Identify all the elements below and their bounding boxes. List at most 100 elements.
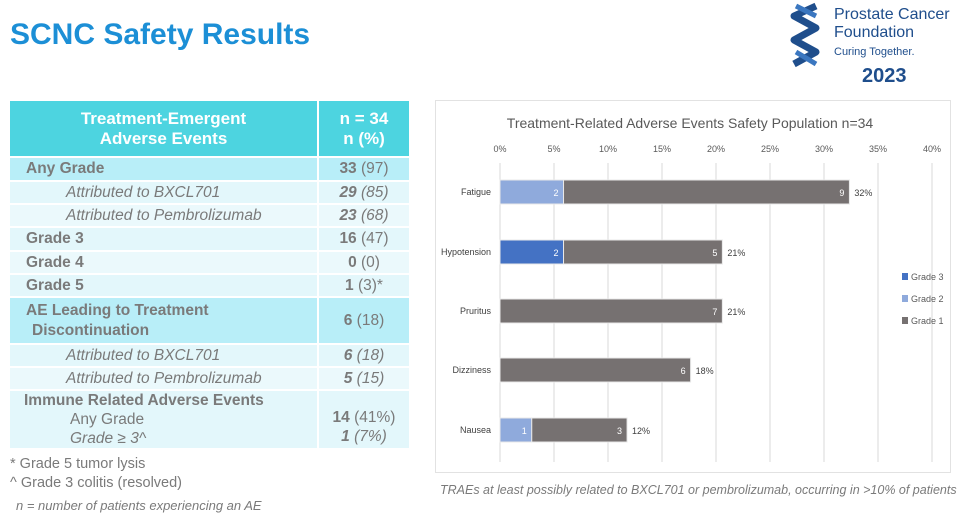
x-tick-label: 40% — [923, 144, 941, 154]
bar-segment-grade-1 — [563, 179, 850, 205]
total-percent-label: 21% — [727, 248, 745, 258]
table-header: Treatment-Emergent Adverse Events n = 34 n… — [10, 101, 409, 158]
total-percent-label: 32% — [854, 188, 872, 198]
row-pct: (47) — [356, 230, 389, 247]
sub-label-grade3: Grade ≥ 3^ — [70, 430, 147, 447]
pcf-logo: Prostate Cancer Foundation Curing Togeth… — [786, 2, 966, 92]
row-label: Immune Related Adverse Events — [24, 392, 264, 409]
bar-count-label: 7 — [712, 307, 717, 317]
bar-segment-grade-2 — [499, 417, 533, 443]
category-label: Nausea — [460, 425, 491, 435]
row-label: Grade 3 — [10, 228, 319, 250]
row-label-line2: Discontinuation — [32, 321, 150, 339]
legend-label: Grade 1 — [911, 316, 944, 326]
row-label: Attributed to Pembrolizumab — [10, 368, 319, 389]
bar-count-label: 9 — [839, 188, 844, 198]
row-pct: (0) — [356, 253, 380, 271]
row-pct: (97) — [356, 160, 389, 177]
table-row: Attributed to BXCL701 6 (18) — [10, 345, 409, 368]
row-n: 33 — [339, 160, 357, 177]
table-row: Grade 3 16 (47) — [10, 228, 409, 252]
row-n: 6 — [343, 311, 353, 329]
row-label: Attributed to Pembrolizumab — [10, 205, 319, 226]
logo-line1: Prostate Cancer — [834, 6, 950, 23]
total-percent-label: 21% — [727, 307, 745, 317]
legend-swatch — [902, 273, 908, 280]
row-n: 14 — [332, 409, 350, 426]
chart-caption: TRAEs at least possibly related to BXCL7… — [440, 483, 957, 497]
total-percent-label: 12% — [632, 426, 650, 436]
x-tick-label: 0% — [493, 144, 506, 154]
x-tick-label: 30% — [815, 144, 833, 154]
footnote-tumor-lysis: * Grade 5 tumor lysis — [10, 456, 146, 472]
row-pct: (18) — [352, 346, 385, 364]
row-pct: (41%) — [349, 409, 396, 426]
x-tick-label: 10% — [599, 144, 617, 154]
table-row: Attributed to BXCL701 29 (85) — [10, 182, 409, 205]
table-row: Grade 4 0 (0) — [10, 252, 409, 275]
row-n: 0 — [348, 253, 357, 271]
bar-count-label: 1 — [522, 426, 527, 436]
row-pct: (7%) — [349, 428, 387, 445]
table-row: Immune Related Adverse Events Any Grade … — [10, 391, 409, 450]
x-tick-label: 25% — [761, 144, 779, 154]
legend-swatch — [902, 317, 908, 324]
footnote-colitis: ^ Grade 3 colitis (resolved) — [10, 475, 183, 491]
header-col1-line2: Adverse Events — [99, 128, 228, 148]
table-row: Attributed to Pembrolizumab 23 (68) — [10, 205, 409, 228]
footnote-n-definition: n = number of patients experiencing an A… — [16, 498, 262, 513]
row-pct: (18) — [352, 311, 385, 329]
row-n: 16 — [339, 230, 357, 247]
table-row: AE Leading to Treatment Discontinuation 6… — [10, 298, 409, 345]
total-percent-label: 18% — [696, 366, 714, 376]
chart-title: Treatment-Related Adverse Events Safety … — [507, 115, 874, 131]
row-label: Any Grade — [10, 158, 319, 180]
pcf-helix-icon — [790, 2, 820, 68]
category-label: Hypotension — [441, 247, 491, 257]
row-n: 29 — [339, 183, 357, 201]
row-n: 23 — [339, 206, 357, 224]
bar-segment-grade-1 — [499, 298, 723, 324]
category-label: Fatigue — [461, 187, 491, 197]
slide-title: SCNC Safety Results — [10, 18, 311, 51]
logo-tagline: Curing Together. — [834, 46, 915, 58]
x-tick-label: 5% — [547, 144, 560, 154]
bar-count-label: 2 — [554, 248, 559, 258]
sub-label-any-grade: Any Grade — [70, 411, 145, 428]
row-label: Grade 5 — [10, 275, 319, 296]
table-row: Any Grade 33 (97) — [10, 158, 409, 182]
category-label: Dizziness — [452, 365, 491, 375]
bar-count-label: 2 — [554, 188, 559, 198]
table-row: Attributed to Pembrolizumab 5 (15) — [10, 368, 409, 391]
row-n: 1 — [345, 276, 354, 294]
row-pct: (3)* — [353, 276, 383, 294]
bar-segment-grade-1 — [499, 357, 692, 383]
row-label-line1: AE Leading to Treatment — [26, 301, 209, 319]
bar-segment-grade-2 — [499, 179, 565, 205]
chart-frame — [435, 100, 951, 473]
safety-table: Treatment-Emergent Adverse Events n = 34 n… — [10, 101, 409, 450]
bar-count-label: 3 — [617, 426, 622, 436]
bar-segment-grade-1 — [531, 417, 628, 443]
row-label: Grade 4 — [10, 252, 319, 273]
bar-count-label: 5 — [712, 248, 717, 258]
header-col2-line2: n (%) — [343, 128, 385, 148]
row-label: Attributed to BXCL701 — [10, 182, 319, 203]
x-tick-label: 15% — [653, 144, 671, 154]
row-label: Attributed to BXCL701 — [10, 345, 319, 366]
header-col2-line1: n = 34 — [339, 108, 389, 128]
row-n: 1 — [341, 428, 350, 445]
header-col1-line1: Treatment-Emergent — [80, 108, 247, 128]
row-n: 6 — [343, 346, 353, 364]
legend-label: Grade 2 — [911, 294, 944, 304]
logo-year: 2023 — [862, 65, 907, 87]
row-pct: (68) — [356, 206, 389, 224]
legend-label: Grade 3 — [911, 272, 944, 282]
row-pct: (15) — [352, 369, 385, 387]
table-row: Grade 5 1 (3)* — [10, 275, 409, 298]
x-tick-label: 20% — [707, 144, 725, 154]
logo-line2: Foundation — [834, 24, 915, 41]
bar-segment-grade-3 — [499, 239, 565, 265]
category-label: Pruritus — [460, 306, 492, 316]
